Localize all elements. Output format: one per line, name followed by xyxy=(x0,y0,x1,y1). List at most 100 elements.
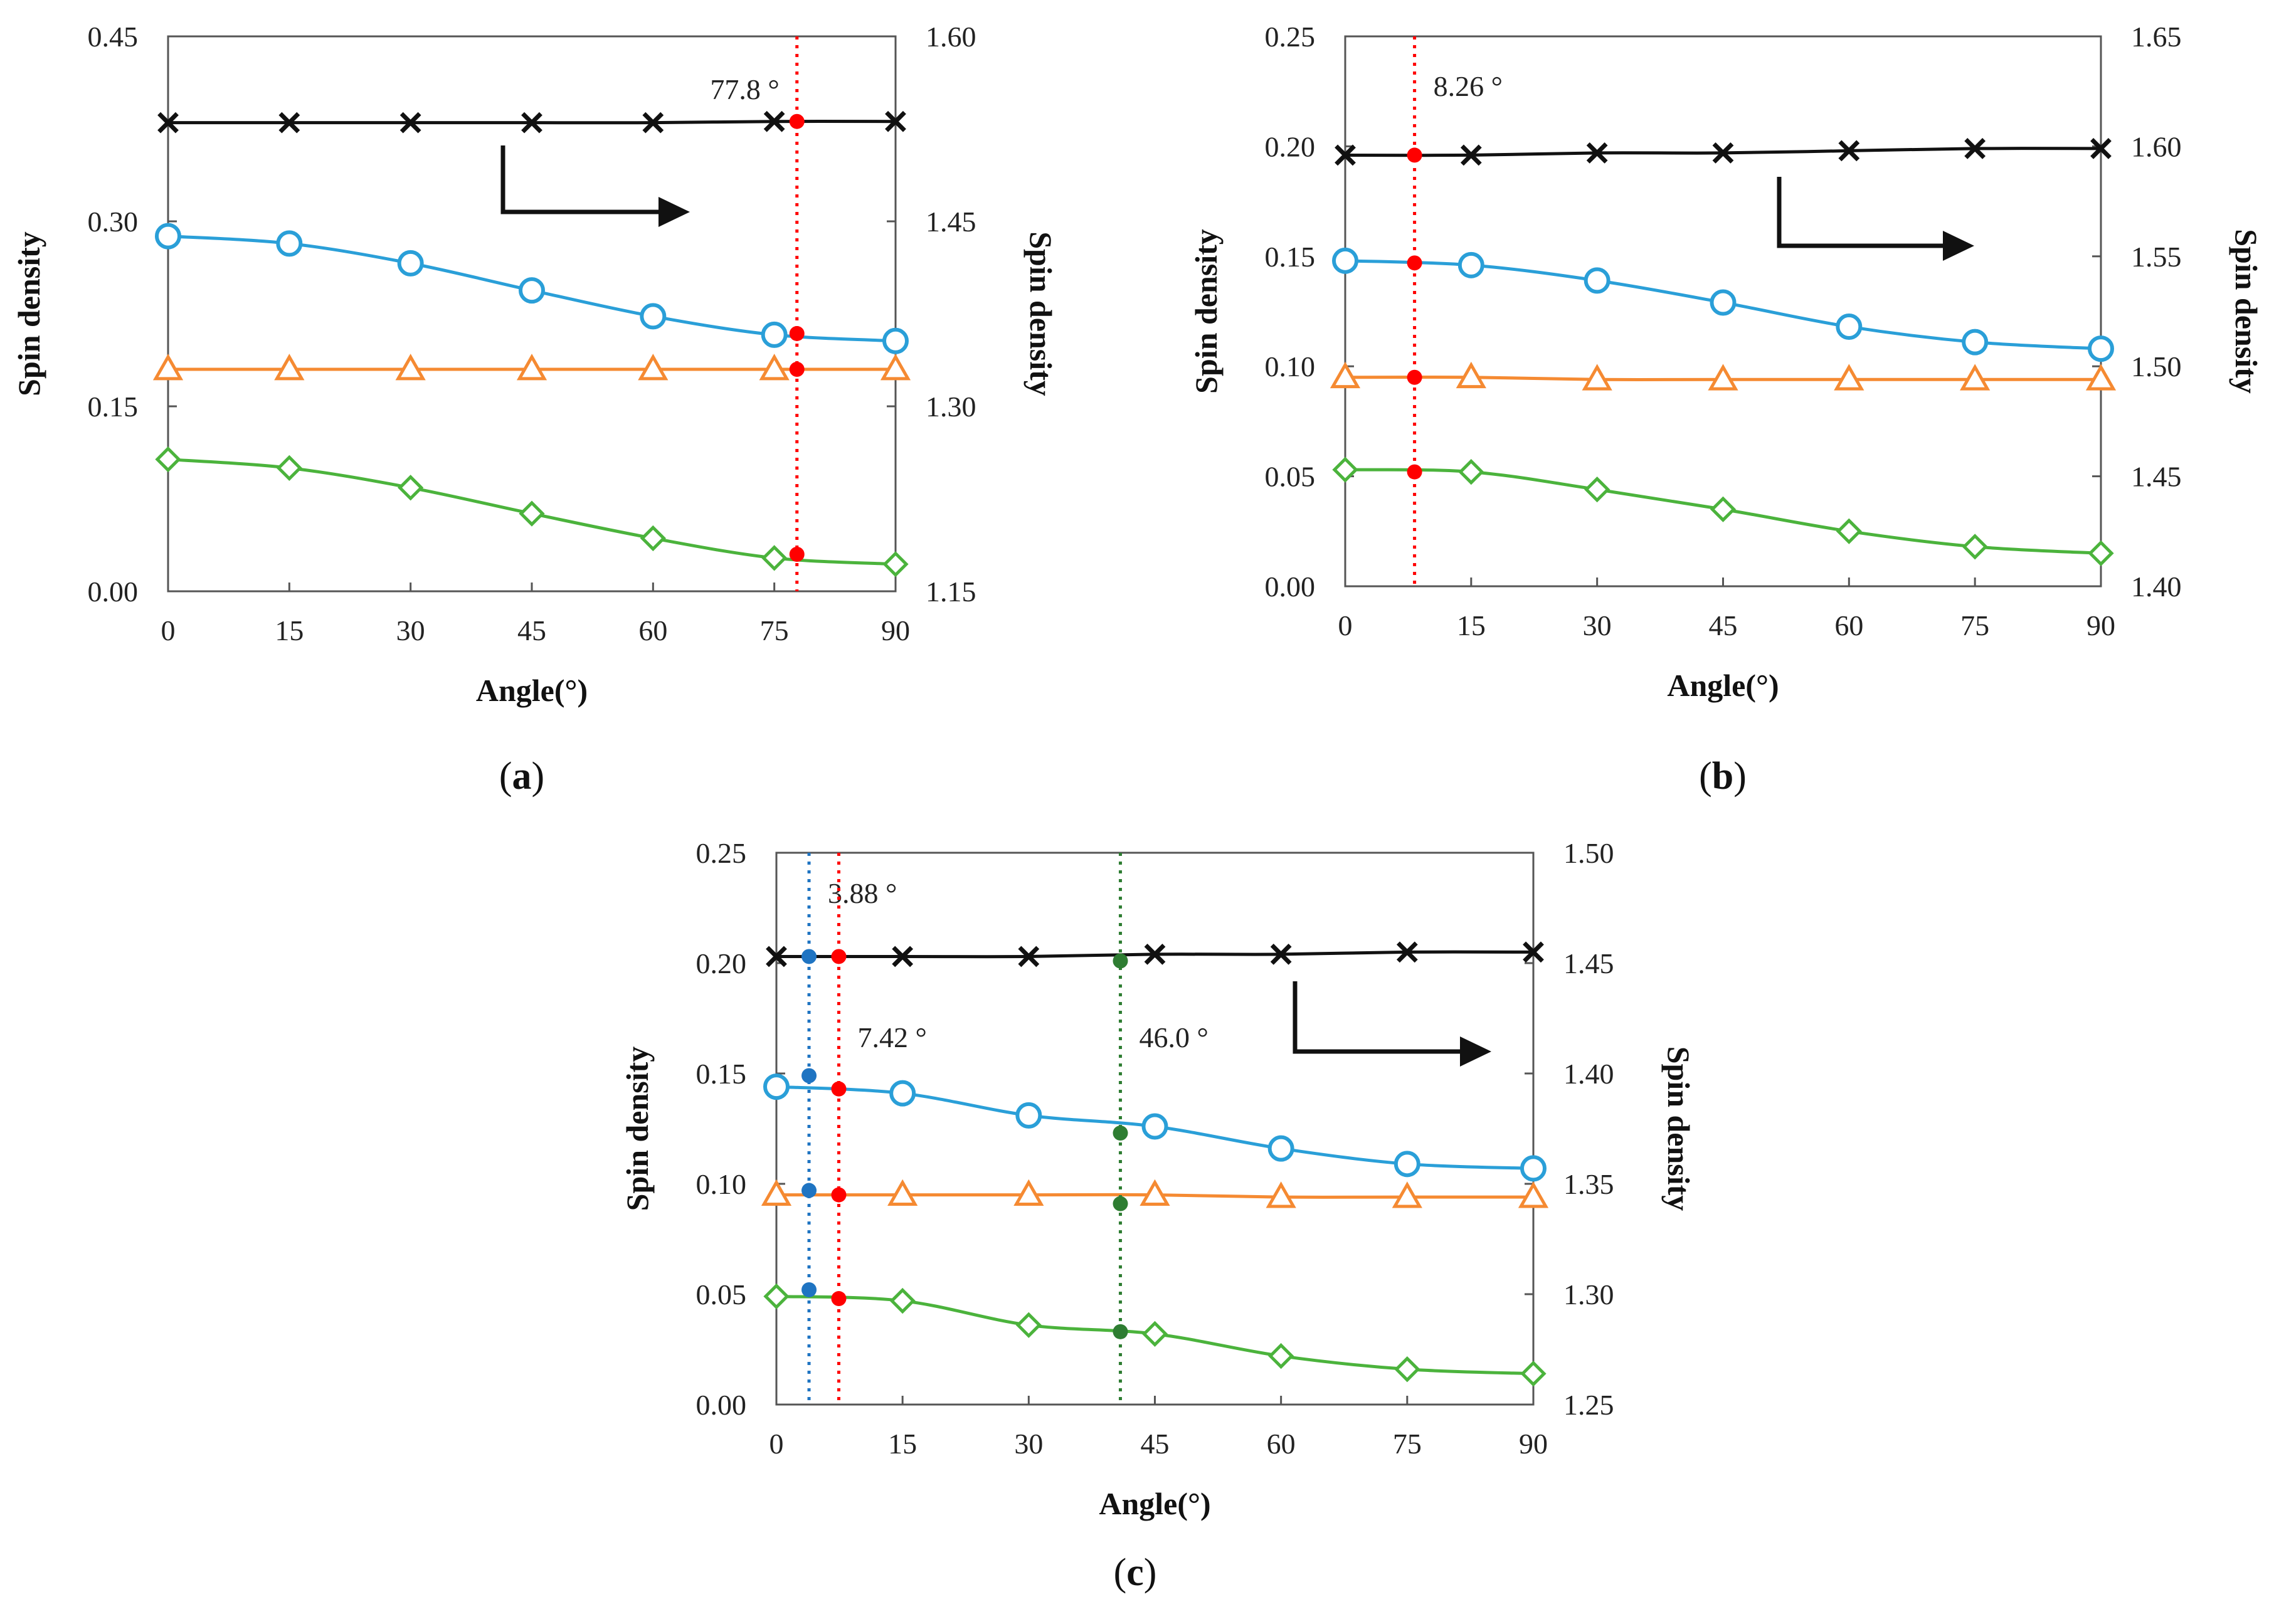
y-right-tick-label: 1.35 xyxy=(1563,1168,1614,1200)
triangle-marker-orange xyxy=(1582,364,1612,391)
x-marker-black xyxy=(399,112,421,134)
x-marker-stroke xyxy=(399,112,421,134)
x-marker-black xyxy=(2090,138,2112,159)
x-tick-label: 15 xyxy=(888,1428,917,1460)
diamond-marker-green xyxy=(761,545,788,571)
diamond-marker-green xyxy=(398,475,424,501)
x-marker-black xyxy=(1144,944,1166,965)
y-left-tick-label: 0.00 xyxy=(1265,571,1316,603)
diamond-marker-green xyxy=(1836,518,1862,544)
x-tick-label: 90 xyxy=(881,614,910,646)
triangle-marker-orange xyxy=(395,354,426,381)
arrow-head xyxy=(1943,231,1974,261)
y-left-tick-label: 0.25 xyxy=(1265,21,1316,53)
arrow-shaft xyxy=(500,145,665,214)
diamond-marker-green xyxy=(640,525,666,552)
x-tick-label: 30 xyxy=(1583,609,1612,641)
diamond-marker-green xyxy=(1584,477,1610,503)
circle-marker-blue xyxy=(519,277,545,304)
y-right-tick-label: 1.45 xyxy=(1563,947,1614,979)
panel-label: (c) xyxy=(1114,1551,1157,1594)
y-right-axis-title: Spin density xyxy=(2229,229,2264,394)
x-marker-stroke xyxy=(1144,944,1166,965)
diamond-marker-green xyxy=(1962,534,1988,560)
triangle-marker-orange xyxy=(1518,1181,1549,1208)
x-marker-stroke xyxy=(278,112,300,134)
x-tick-label: 30 xyxy=(1014,1428,1043,1460)
circle-marker-blue xyxy=(889,1080,916,1107)
diamond-marker-green xyxy=(155,446,181,473)
x-marker-stroke xyxy=(1335,144,1356,166)
x-tick-label: 75 xyxy=(1393,1428,1422,1460)
x-tick-label: 15 xyxy=(275,614,304,646)
x-marker-stroke xyxy=(1270,944,1292,965)
triangle-marker-orange xyxy=(2085,364,2117,391)
x-marker-stroke xyxy=(1018,946,1040,968)
y-right-tick-label: 1.45 xyxy=(926,206,976,238)
highlight-point xyxy=(1113,953,1128,969)
x-marker-stroke xyxy=(1523,941,1544,963)
highlight-point xyxy=(1407,255,1422,271)
highlight-point xyxy=(1113,1324,1128,1339)
x-tick-label: 15 xyxy=(1457,609,1486,641)
diamond-marker-green xyxy=(1710,496,1737,522)
x-tick-label: 30 xyxy=(396,614,425,646)
y-right-tick-label: 1.30 xyxy=(1563,1279,1614,1310)
x-axis-title: Angle(°) xyxy=(1667,668,1779,703)
x-tick-label: 45 xyxy=(1141,1428,1170,1460)
circle-marker-blue xyxy=(1520,1155,1547,1182)
highlight-point xyxy=(789,325,805,341)
triangle-marker-orange xyxy=(152,354,184,381)
highlight-point xyxy=(789,547,805,562)
right-axis-arrow-icon xyxy=(1293,981,1491,1067)
right-axis-arrow-icon xyxy=(500,145,690,227)
circle-marker-blue xyxy=(1267,1135,1294,1162)
x-marker-black xyxy=(1838,140,1860,162)
x-marker-stroke xyxy=(1964,138,1986,159)
y-left-axis-title: Spin density xyxy=(620,1047,655,1211)
x-marker-stroke xyxy=(1396,941,1418,963)
arrow-shaft xyxy=(1777,177,1949,248)
x-marker-black xyxy=(1964,138,1986,159)
y-right-axis-title: Spin density xyxy=(1661,1047,1696,1211)
diamond-marker-green xyxy=(519,500,545,527)
arrow-shaft xyxy=(1293,981,1466,1054)
y-right-tick-label: 1.60 xyxy=(2131,130,2182,162)
highlight-point xyxy=(1407,464,1422,480)
triangle-marker-orange xyxy=(761,1179,792,1206)
x-tick-label: 45 xyxy=(1709,609,1738,641)
panel-label: (a) xyxy=(499,755,544,798)
x-marker-black xyxy=(766,946,787,968)
x-axis-title: Angle(°) xyxy=(476,673,588,708)
highlight-point xyxy=(789,113,805,129)
triangle-marker-orange xyxy=(638,354,669,381)
x-marker-stroke xyxy=(885,110,906,132)
diamond-marker-green xyxy=(882,551,909,577)
highlight-point xyxy=(831,1187,847,1203)
x-marker-stroke xyxy=(892,946,914,968)
highlight-point xyxy=(801,1068,817,1084)
highlight-point xyxy=(1113,1126,1128,1141)
x-tick-label: 60 xyxy=(1834,609,1863,641)
circle-marker-blue xyxy=(1015,1102,1042,1129)
circle-marker-blue xyxy=(882,327,909,354)
highlight-point xyxy=(831,1081,847,1097)
y-left-tick-label: 0.15 xyxy=(696,1058,747,1090)
y-right-tick-label: 1.50 xyxy=(1563,837,1614,869)
x-tick-label: 60 xyxy=(1267,1428,1296,1460)
y-left-tick-label: 0.20 xyxy=(1265,130,1316,162)
y-right-tick-label: 1.50 xyxy=(2131,351,2182,382)
y-right-tick-label: 1.25 xyxy=(1563,1389,1614,1421)
panel-letter: a xyxy=(512,755,532,798)
y-right-tick-label: 1.65 xyxy=(2131,21,2182,53)
x-marker-black xyxy=(885,110,906,132)
x-marker-stroke xyxy=(2090,138,2112,159)
x-marker-stroke xyxy=(763,110,785,132)
y-left-tick-label: 0.30 xyxy=(88,206,139,238)
x-marker-stroke xyxy=(1838,140,1860,162)
panel-letter: b xyxy=(1712,755,1733,798)
diamond-marker-green xyxy=(1141,1321,1168,1347)
y-left-axis-title: Spin density xyxy=(11,231,46,396)
chart-panel-a: 0 15 30 45 60 75 90 0.00 0.15 0.30 0.45 1.15 1.30 1.4… xyxy=(11,21,1059,798)
